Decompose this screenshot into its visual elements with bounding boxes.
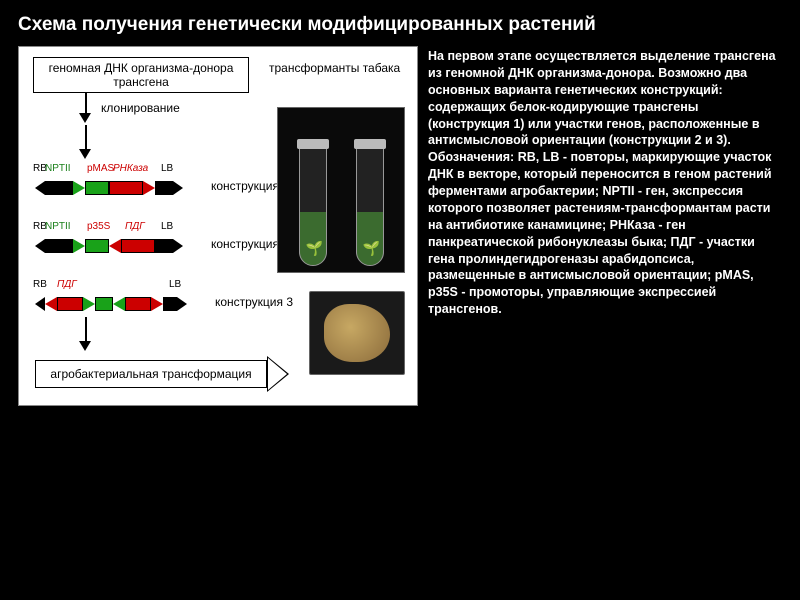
cloning-label: клонирование — [101, 101, 180, 115]
arrow-line-3 — [85, 317, 87, 343]
seg-0-1 — [45, 181, 73, 195]
description-text: На первом этапе осуществляется выделение… — [428, 48, 782, 318]
plant-sprout-icon: 🌱 — [363, 240, 380, 257]
left-column: геномная ДНК организма-донора трансгена т… — [18, 46, 418, 406]
rb-label: RB — [33, 279, 47, 290]
arrow-line-2 — [85, 125, 87, 151]
arrow-head-3 — [79, 341, 91, 351]
seg-0-4 — [109, 181, 143, 195]
tri-0-5 — [143, 181, 155, 195]
diagram: геномная ДНК организма-донора трансгена т… — [18, 46, 418, 406]
arrow-head-1 — [79, 113, 91, 123]
construct-label-3: конструкция 3 — [215, 295, 293, 309]
tri-1-4 — [109, 239, 121, 253]
gene-label-0-3: pMAS — [87, 163, 114, 174]
seg-1-6 — [155, 239, 173, 253]
seg-0-3 — [85, 181, 109, 195]
tobacco-tubes-photo: 🌱🌱 — [277, 107, 405, 273]
tri-2-9 — [177, 297, 187, 311]
callus-tissue-icon — [324, 304, 390, 361]
gene-label-1-6: LB — [161, 221, 173, 232]
callus-photo — [309, 291, 405, 375]
test-tube: 🌱 — [356, 146, 384, 266]
right-column: На первом этапе осуществляется выделение… — [428, 46, 782, 406]
seg-1-5 — [121, 239, 155, 253]
arrow-head-2 — [79, 149, 91, 159]
construct-2: RBNPTIIp35SПДГLBконструкция 2 — [35, 235, 183, 257]
tri-2-1 — [45, 297, 57, 311]
genomic-dna-box: геномная ДНК организма-донора трансгена — [33, 57, 249, 93]
gene-label-0-4: РНКаза — [113, 163, 148, 174]
seg-2-8 — [163, 297, 177, 311]
gene-label-0-1: NPTII — [45, 163, 71, 174]
tri-1-7 — [173, 239, 183, 253]
gene-label-1-1: NPTII — [45, 221, 71, 232]
gene-label-2-8: LB — [169, 279, 181, 290]
tri-0-7 — [173, 181, 183, 195]
construct-3: RBПДГLBконструкция 3 — [35, 293, 187, 315]
tri-2-5 — [113, 297, 125, 311]
tri-2-0 — [35, 297, 45, 311]
tri-1-0 — [35, 239, 45, 253]
seg-1-3 — [85, 239, 109, 253]
seg-2-2 — [57, 297, 83, 311]
tri-1-2 — [73, 239, 85, 253]
gene-label-1-5: ПДГ — [125, 221, 145, 232]
agro-arrow-head — [267, 356, 289, 392]
tri-2-3 — [83, 297, 95, 311]
agro-transformation-arrow: агробактериальная трансформация — [35, 357, 289, 391]
tri-0-0 — [35, 181, 45, 195]
seg-0-6 — [155, 181, 173, 195]
agro-transformation-label: агробактериальная трансформация — [35, 360, 267, 388]
construct-1: RBNPTIIpMASРНКазаLBконструкция 1 — [35, 177, 183, 199]
transformants-label: трансформанты табака — [269, 61, 400, 75]
tri-0-2 — [73, 181, 85, 195]
gene-label-1-3: p35S — [87, 221, 110, 232]
seg-2-6 — [125, 297, 151, 311]
tri-2-7 — [151, 297, 163, 311]
gene-label-0-6: LB — [161, 163, 173, 174]
plant-sprout-icon: 🌱 — [306, 240, 323, 257]
seg-2-4 — [95, 297, 113, 311]
gene-label-2-2: ПДГ — [57, 279, 77, 290]
test-tube: 🌱 — [299, 146, 327, 266]
slide-title: Схема получения генетически модифицирова… — [18, 14, 782, 36]
content-row: геномная ДНК организма-донора трансгена т… — [18, 46, 782, 406]
arrow-line-1 — [85, 93, 87, 115]
seg-1-1 — [45, 239, 73, 253]
